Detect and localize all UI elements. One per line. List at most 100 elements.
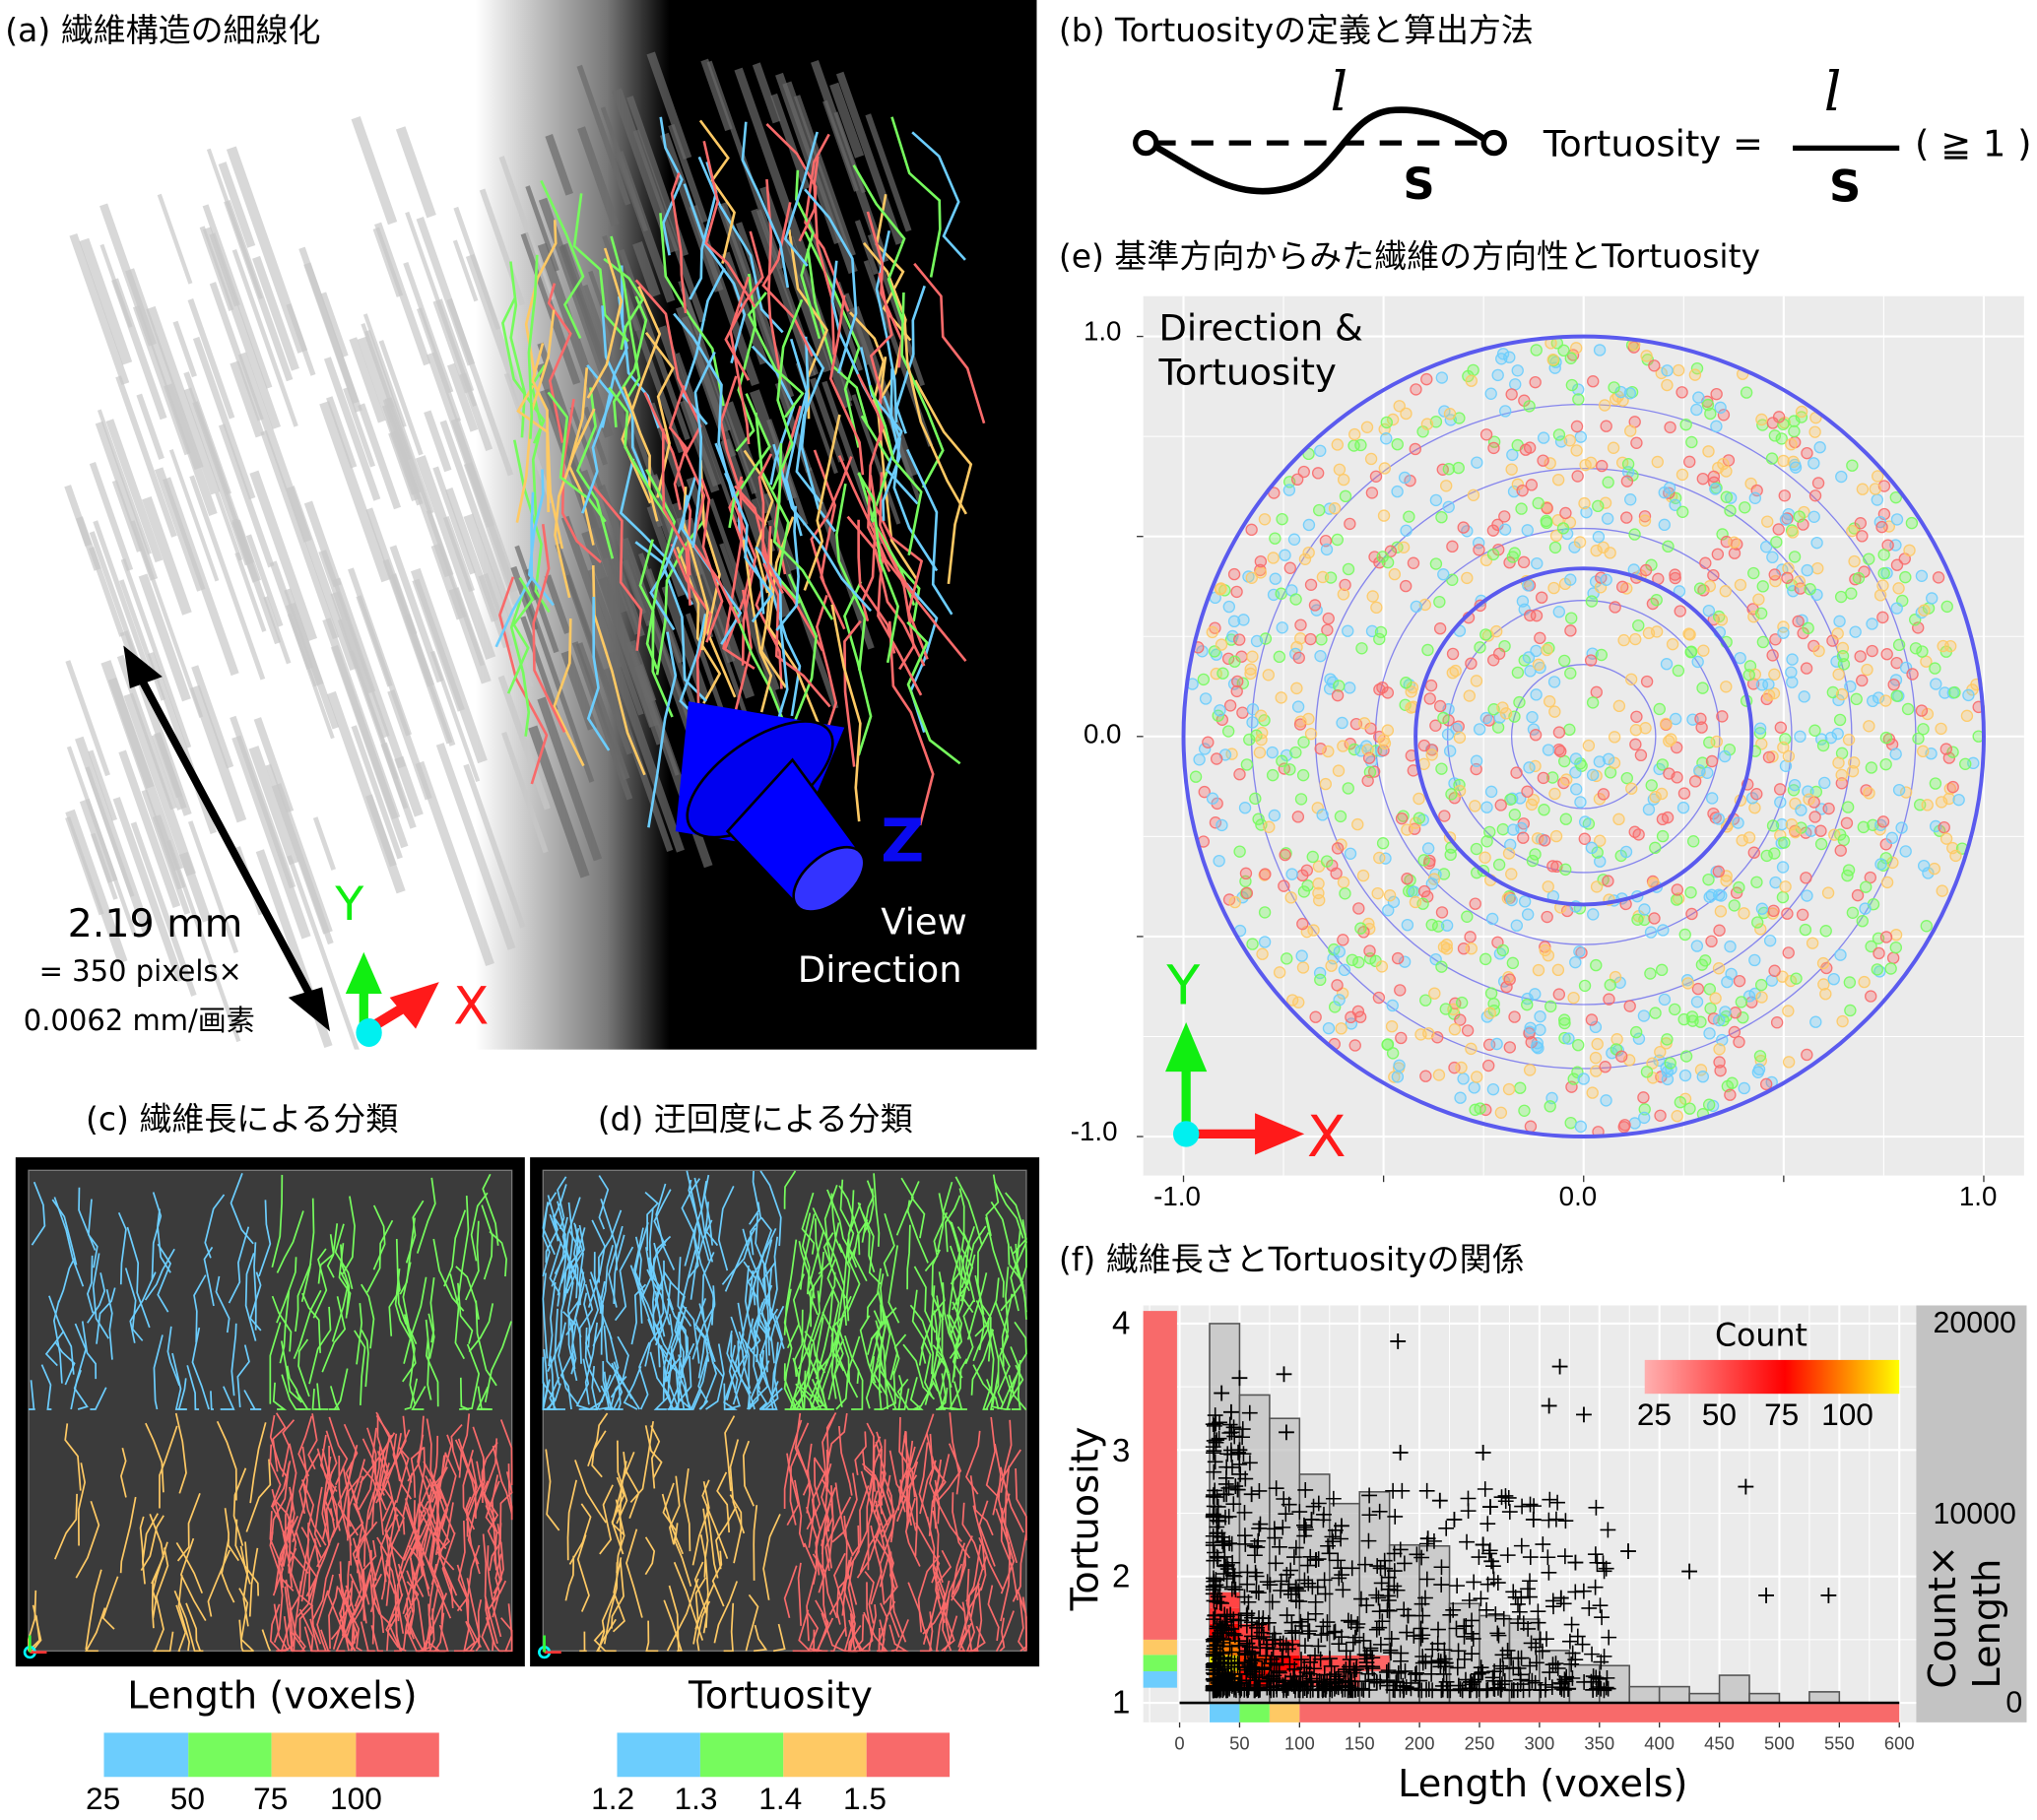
- data-point: [1517, 555, 1531, 569]
- data-point: [1570, 342, 1583, 355]
- skeleton-line: [659, 116, 684, 256]
- fiber-strand: [452, 239, 479, 302]
- data-point: [1703, 580, 1717, 593]
- data-point: [1276, 512, 1288, 526]
- skeleton-line: [761, 202, 814, 358]
- data-point: [1580, 505, 1593, 519]
- fiber-strand: [146, 305, 221, 495]
- data-point: [1892, 638, 1906, 652]
- data-point: [1734, 651, 1746, 665]
- fiber-strand: [403, 261, 454, 394]
- data-point: [1209, 816, 1222, 829]
- data-point: [1880, 647, 1893, 661]
- data-point: [1601, 512, 1614, 525]
- data-point: [1262, 669, 1275, 682]
- skeleton-line: [866, 211, 903, 368]
- data-point: [1559, 506, 1572, 520]
- data-point: [1446, 540, 1459, 553]
- skeleton-line: [586, 247, 624, 399]
- data-point: [1786, 653, 1799, 666]
- data-point: [1331, 533, 1345, 547]
- data-point: [1676, 468, 1689, 482]
- skeleton-line: [509, 584, 531, 737]
- fiber-strand: [252, 255, 299, 371]
- data-point: [1816, 739, 1830, 752]
- data-point: [1608, 381, 1620, 394]
- data-point: [1259, 868, 1272, 880]
- fiber-strand: [351, 725, 403, 860]
- data-point: [1552, 988, 1566, 1001]
- data-point: [1814, 837, 1828, 851]
- data-point: [1604, 547, 1616, 559]
- data-point: [1768, 668, 1781, 681]
- data-point: [1442, 500, 1455, 513]
- data-point: [1524, 609, 1537, 622]
- skeleton-line: [772, 442, 834, 620]
- fiber-strand: [439, 420, 518, 626]
- data-point: [1574, 757, 1587, 770]
- fiber-strand: [751, 208, 817, 378]
- data-point: [1478, 851, 1491, 864]
- fiber-strand: [525, 185, 559, 272]
- data-point: [1284, 891, 1297, 904]
- fiber-strand: [520, 616, 559, 712]
- data-point: [1828, 828, 1841, 841]
- data-point: [1922, 867, 1935, 879]
- data-point: [1448, 1061, 1461, 1074]
- data-point: [1589, 1051, 1603, 1065]
- data-point: [1573, 536, 1587, 549]
- data-point: [1563, 434, 1576, 447]
- data-point: [1391, 541, 1404, 553]
- data-point: [1249, 792, 1262, 806]
- data-point: [1775, 432, 1788, 445]
- fiber-strand: [178, 851, 212, 923]
- data-point: [1571, 470, 1584, 483]
- data-point: [1521, 785, 1534, 798]
- panel-a-render: [15, 0, 1037, 1050]
- fiber-strand: [202, 227, 282, 429]
- data-point: [1691, 982, 1705, 996]
- data-point: [1294, 618, 1307, 631]
- data-point: [1724, 504, 1737, 517]
- fiber-strand: [723, 401, 772, 515]
- data-point: [1873, 946, 1885, 960]
- data-point: [1570, 420, 1584, 433]
- data-point: [1679, 1050, 1693, 1063]
- data-point: [1464, 931, 1477, 943]
- fiber-strand: [660, 132, 724, 292]
- data-point: [1653, 702, 1666, 716]
- skeleton-line: [644, 331, 675, 498]
- fiber-strand: [444, 488, 499, 622]
- data-point: [1648, 359, 1661, 372]
- data-point: [1258, 936, 1272, 948]
- x-tick-label: 0: [1174, 1733, 1184, 1754]
- data-point: [1676, 801, 1690, 814]
- data-point: [1564, 667, 1577, 680]
- skeleton-line: [872, 521, 967, 663]
- data-point: [1755, 902, 1769, 915]
- fiber-strand: [209, 232, 240, 307]
- skeleton-line: [575, 387, 615, 559]
- fiber-strand: [865, 113, 912, 232]
- skeleton-line: [757, 453, 784, 595]
- data-point: [1479, 711, 1493, 725]
- data-point: [1419, 994, 1432, 1007]
- data-point: [1449, 664, 1462, 678]
- formula-denominator: S: [1829, 161, 1862, 214]
- data-point: [1231, 675, 1244, 688]
- data-point: [1546, 771, 1559, 784]
- skeleton-line: [762, 562, 831, 708]
- skeleton-line: [900, 292, 945, 488]
- data-point: [1655, 963, 1669, 977]
- fiber-strand: [187, 820, 239, 954]
- data-point: [1697, 644, 1710, 657]
- data-point: [1876, 815, 1890, 828]
- data-point: [1877, 566, 1890, 580]
- skeleton-line: [661, 428, 691, 606]
- data-point: [1578, 979, 1592, 993]
- data-point: [1339, 489, 1352, 503]
- data-point: [1684, 645, 1698, 658]
- data-point: [1573, 945, 1586, 958]
- fiber-strand: [230, 715, 296, 889]
- histogram-bar: [1808, 1691, 1841, 1704]
